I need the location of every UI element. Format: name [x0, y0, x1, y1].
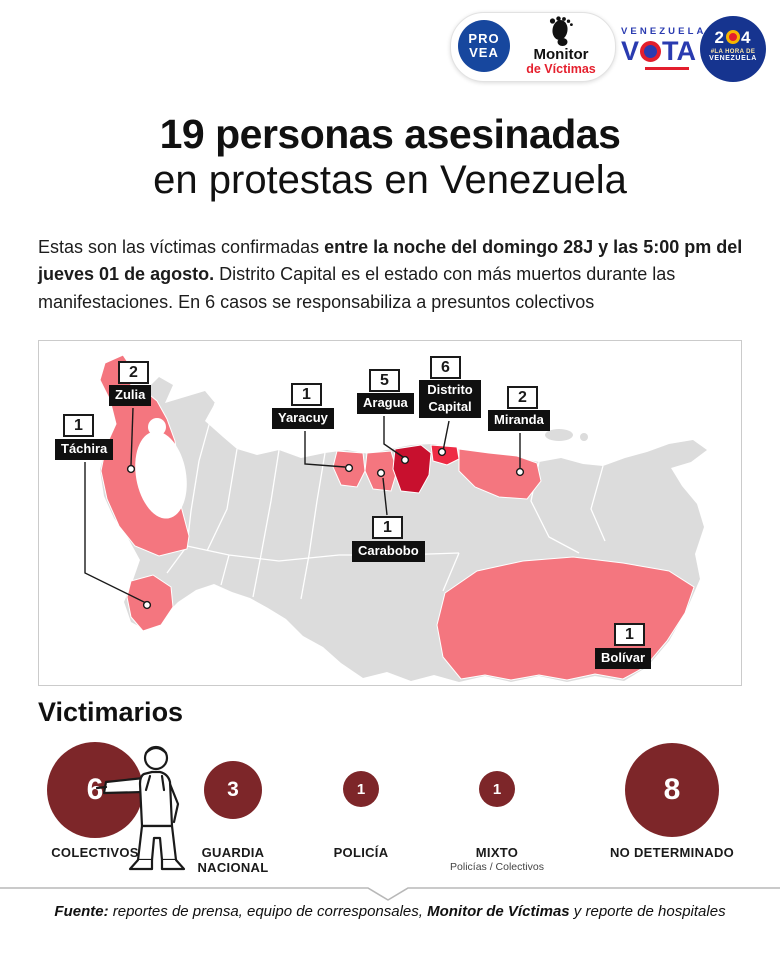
label-guardia-nacional: GUARDIA NACIONAL — [197, 845, 269, 875]
state-borders — [166, 402, 606, 600]
label-policia: POLICÍA — [333, 845, 389, 860]
callout-count-zulia: 2 — [118, 361, 149, 384]
figure-left-shoe — [128, 858, 154, 871]
figure-arm — [102, 776, 146, 795]
callout-label-aragua: Aragua — [357, 393, 414, 414]
hora-tagline-2: VENEZUELA — [709, 55, 757, 62]
title-line-2: en protestas en Venezuela — [153, 157, 627, 202]
intro-bold: entre la noche del domingo 28J y las 5:0… — [38, 237, 743, 285]
dot-carabobo — [376, 468, 386, 478]
callout-label-zulia: Zulia — [109, 385, 152, 406]
intro-part-2: Distrito Capital es el estado con más mu… — [38, 264, 676, 312]
hora-digit-left: 2 — [714, 28, 725, 47]
monitor-sublabel: de Víctimas — [526, 61, 596, 76]
count-policia: 1 — [356, 780, 366, 798]
figure-right-shoe — [160, 858, 186, 871]
callout-line-carabobo — [382, 477, 388, 516]
monitor-label: Monitor — [533, 46, 589, 63]
venezuela-vota-logo: VENEZUELA V TA — [621, 26, 713, 70]
count-mixto: 1 — [492, 780, 502, 798]
venezuela-map: 2 Zulia 1 Táchira 1 Yaracuy 5 Aragua 6 D… — [38, 340, 742, 686]
source-line: Fuente: reportes de prensa, equipo de co… — [0, 903, 780, 920]
victimarios-heading: Victimarios — [38, 697, 184, 727]
callout-count-yaracuy: 1 — [291, 383, 322, 406]
dot-yaracuy — [344, 463, 354, 473]
footprint-icon — [549, 16, 573, 46]
circle-policia: 1 — [343, 771, 379, 807]
state-distrito-capital — [430, 444, 460, 466]
callout-line-zulia — [130, 407, 134, 466]
vota-letters-ta: TA — [662, 36, 697, 66]
callout-count-aragua: 5 — [369, 369, 400, 392]
source-prefix: Fuente: — [54, 903, 109, 920]
figure-right-arm — [168, 782, 180, 824]
callout-label-carabobo: Carabobo — [352, 541, 425, 562]
callout-line-yaracuy — [304, 431, 346, 468]
vota-red-underline — [645, 67, 689, 70]
count-guardia-nacional: 3 — [227, 778, 239, 801]
hora-ring-icon — [726, 30, 740, 44]
source-monitor: Monitor de Víctimas — [427, 903, 570, 920]
colectivos-figure-illustration — [96, 745, 186, 871]
monitor-de-victimas-logo: Monitor de Víctimas — [514, 16, 608, 77]
sublabel-mixto: Policías / Colectivos — [450, 861, 544, 873]
provea-text-bottom: VEA — [469, 45, 499, 60]
callout-line-aragua — [383, 416, 404, 458]
hora-tagline-1: #LA HORA DE — [710, 49, 756, 55]
count-colectivos: 6 — [86, 773, 104, 806]
provea-text-top: PRO — [468, 31, 500, 47]
callout-label-bolivar: Bolívar — [595, 648, 652, 669]
circle-guardia-nacional: 3 — [204, 761, 262, 819]
figure-hand — [96, 785, 108, 790]
figure-cap — [144, 746, 168, 755]
dot-distrito-capital — [437, 447, 447, 457]
provea-logo: PRO VEA — [458, 20, 510, 72]
figure-pants — [136, 824, 178, 862]
vota-letter-v: V — [621, 36, 640, 66]
callout-count-miranda: 2 — [507, 386, 538, 409]
hora-digit-right: 4 — [741, 28, 752, 47]
callout-count-distrito-capital: 6 — [430, 356, 461, 379]
intro-paragraph: Estas son las víctimas confirmadas entre… — [38, 234, 746, 316]
dot-aragua — [400, 455, 410, 465]
callout-label-miranda: Miranda — [488, 410, 550, 431]
label-no-determinado: NO DETERMINADO — [609, 845, 735, 860]
source-text-2: y reporte de hospitales — [569, 903, 726, 920]
circle-no-determinado: 8 — [625, 743, 719, 837]
label-colectivos: COLECTIVOS — [51, 845, 139, 860]
intro-part-1: Estas son las víctimas confirmadas — [38, 237, 325, 257]
source-text-1: reportes de prensa, equipo de correspons… — [108, 903, 428, 920]
callout-line-distrito-capital — [442, 420, 450, 452]
count-no-determinado: 8 — [663, 773, 681, 806]
figure-jacket-lines — [144, 774, 166, 792]
location-dots — [126, 447, 525, 610]
callout-line-tachira — [84, 462, 147, 604]
page-title: 19 personas asesinadas en protestas en V… — [0, 111, 780, 203]
footer-divider — [0, 887, 780, 901]
callout-label-tachira: Táchira — [55, 439, 114, 460]
callout-count-tachira: 1 — [63, 414, 94, 437]
callout-count-bolivar: 1 — [614, 623, 645, 646]
callout-count-carabobo: 1 — [372, 516, 403, 539]
vota-wordmark: V TA — [621, 38, 713, 65]
vota-wordmark-top: VENEZUELA — [621, 26, 707, 37]
title-line-1: 19 personas asesinadas — [159, 111, 621, 157]
callout-lines — [84, 407, 521, 604]
lake-maracaibo — [135, 418, 187, 519]
dot-zulia — [126, 464, 136, 474]
state-bolivar — [436, 556, 695, 681]
margarita-island — [545, 429, 588, 441]
dot-miranda — [515, 467, 525, 477]
callout-label-distrito-capital: Distrito Capital — [419, 380, 481, 418]
circle-mixto: 1 — [479, 771, 515, 807]
vota-eye-icon — [640, 41, 662, 62]
label-mixto: MIXTO — [475, 845, 519, 860]
figure-torso — [138, 770, 174, 828]
dot-tachira — [142, 600, 152, 610]
callout-label-yaracuy: Yaracuy — [272, 408, 334, 429]
